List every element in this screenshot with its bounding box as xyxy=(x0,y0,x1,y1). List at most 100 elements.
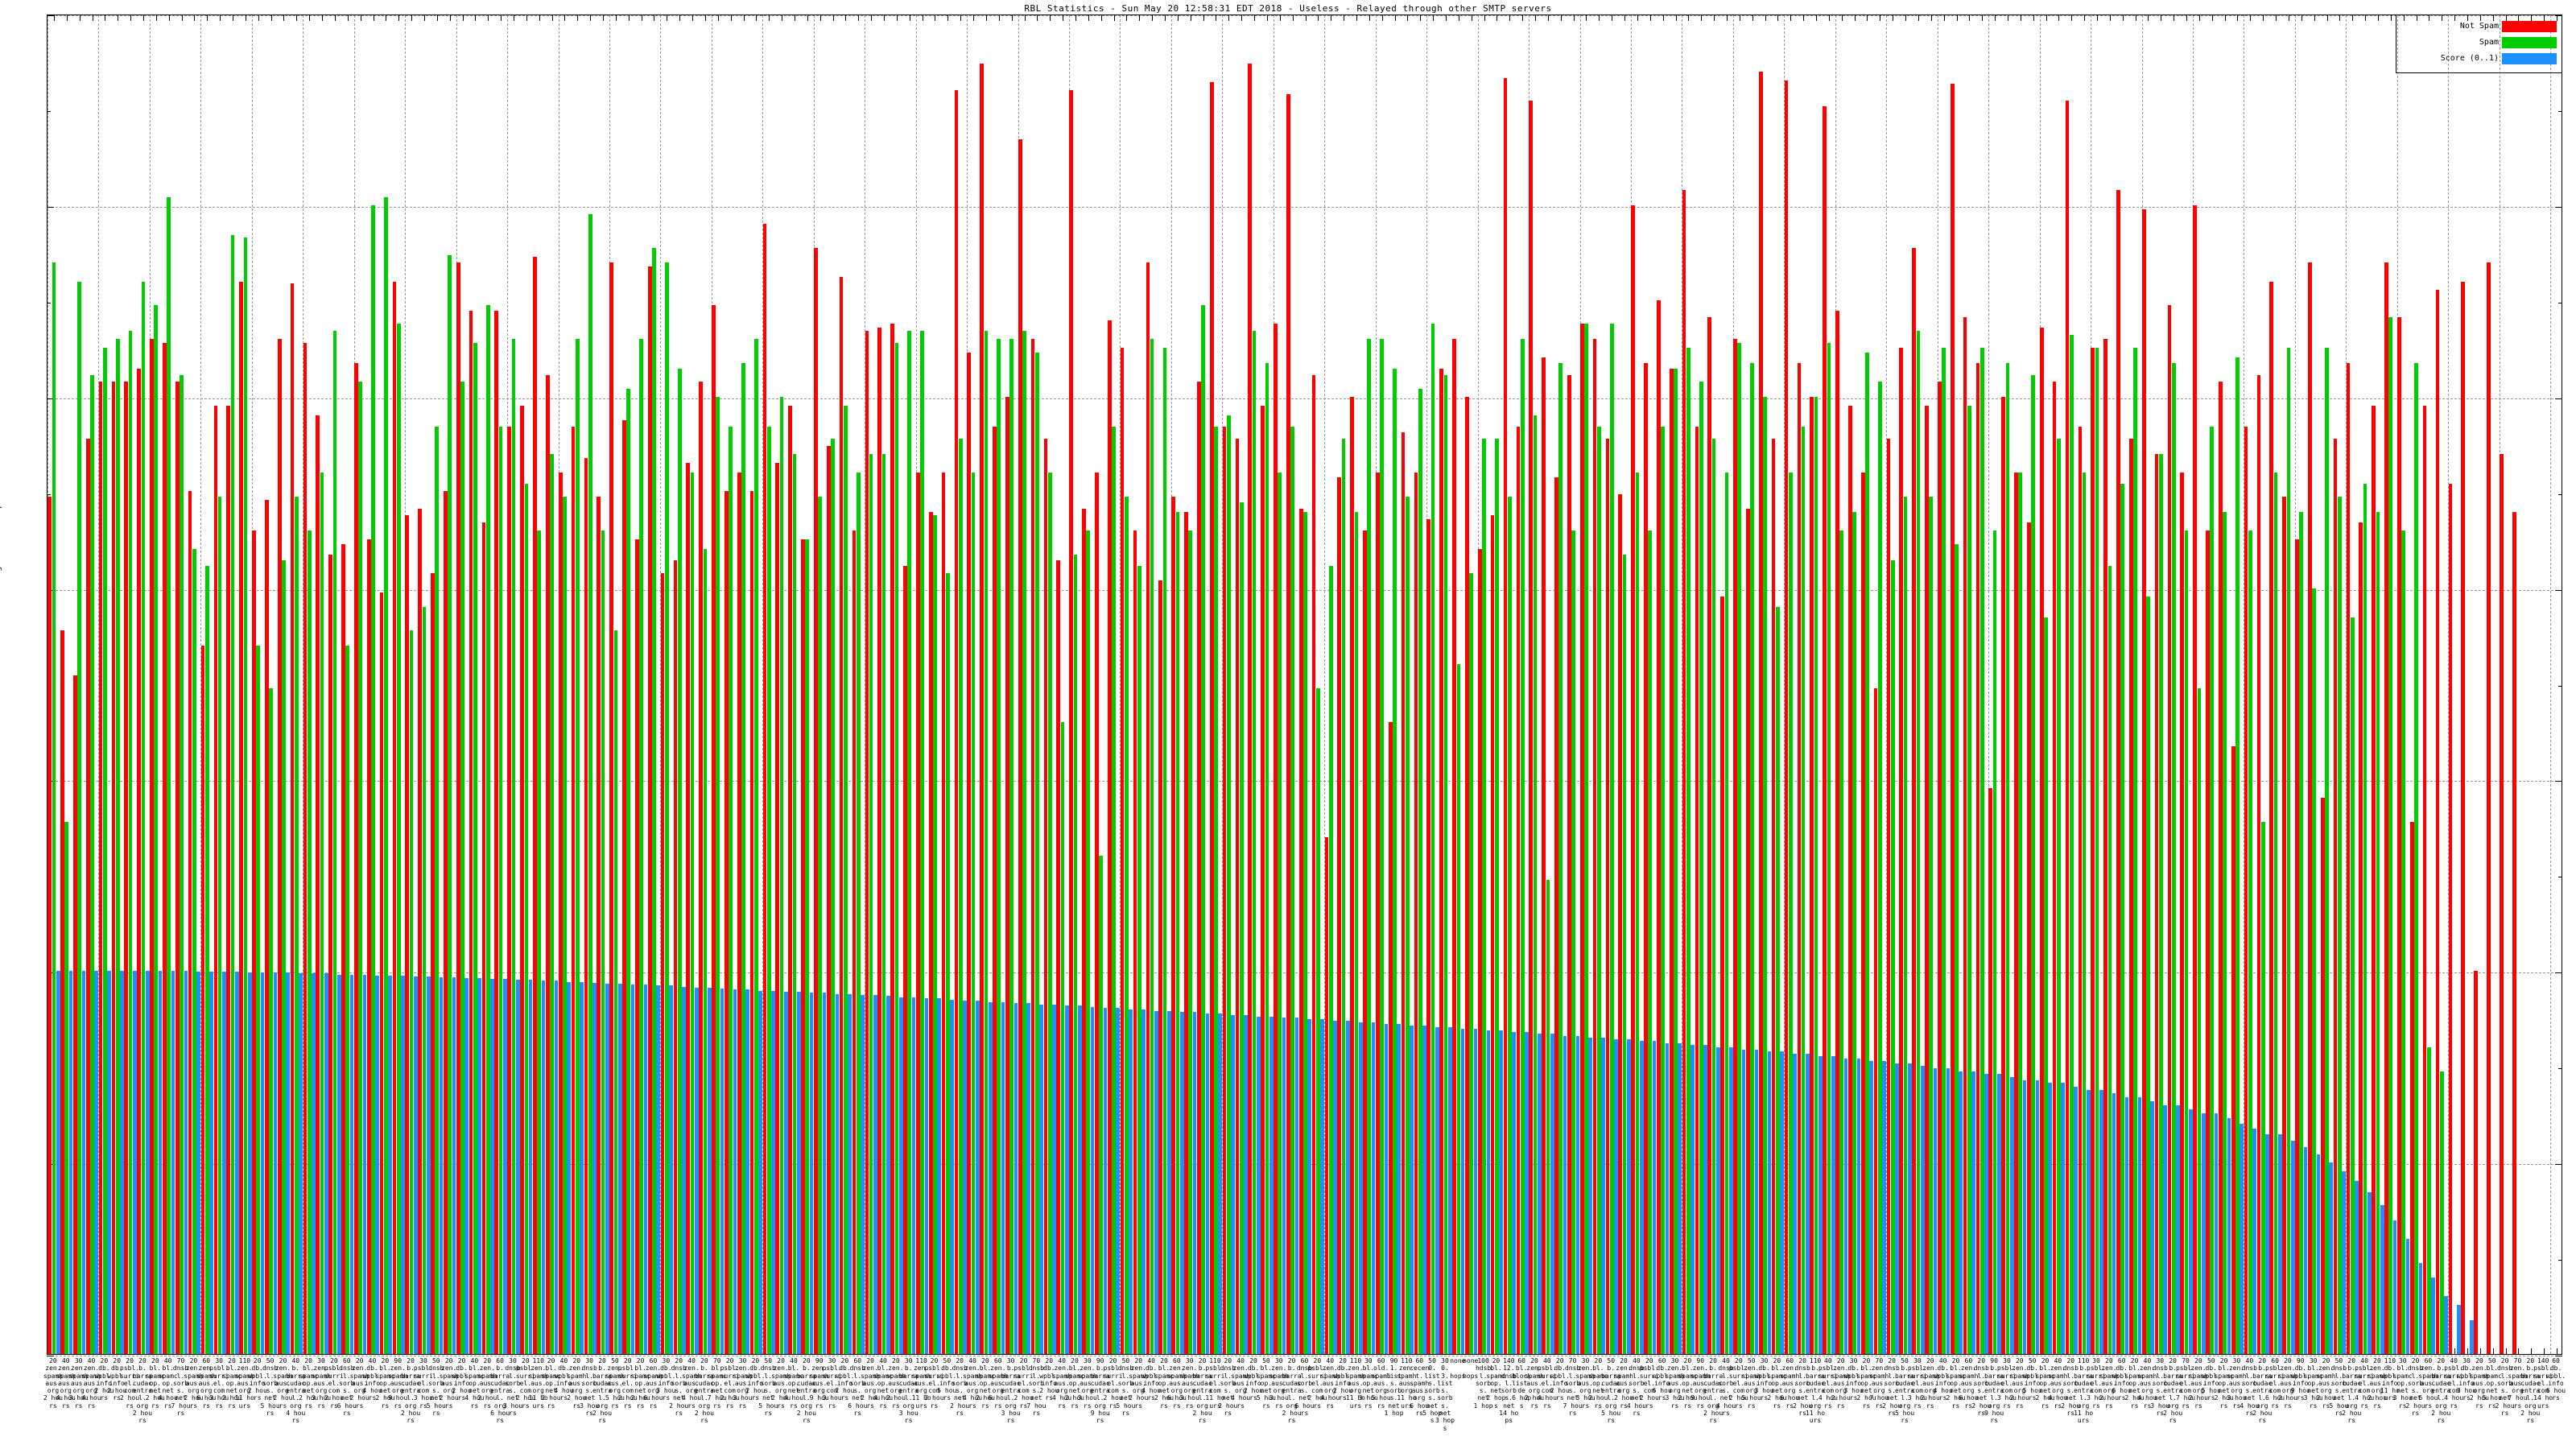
bar-notspam[interactable] xyxy=(699,381,703,1354)
bar-group[interactable] xyxy=(941,15,954,1354)
bar-score[interactable] xyxy=(617,983,622,1354)
bar-spam[interactable] xyxy=(485,305,490,1354)
bar-score[interactable] xyxy=(1512,1032,1516,1354)
bar-group[interactable] xyxy=(188,15,201,1354)
bar-score[interactable] xyxy=(1716,1046,1720,1354)
bar-spam[interactable] xyxy=(1430,324,1435,1354)
bar-score[interactable] xyxy=(1231,1014,1235,1354)
bar-score[interactable] xyxy=(1179,1012,1184,1354)
bar-group[interactable] xyxy=(2103,15,2116,1354)
bar-spam[interactable] xyxy=(1252,331,1257,1354)
bar-score[interactable] xyxy=(1627,1039,1631,1354)
bar-spam[interactable] xyxy=(332,331,337,1354)
bar-notspam[interactable] xyxy=(1056,559,1061,1354)
bar-notspam[interactable] xyxy=(252,530,256,1354)
bar-group[interactable] xyxy=(2435,15,2448,1354)
bar-notspam[interactable] xyxy=(1925,405,1929,1354)
bar-score[interactable] xyxy=(1422,1025,1426,1354)
bar-group[interactable] xyxy=(597,15,609,1354)
bar-score[interactable] xyxy=(771,990,775,1354)
bar-score[interactable] xyxy=(286,972,291,1354)
bar-score[interactable] xyxy=(1920,1066,1925,1354)
bar-group[interactable] xyxy=(1657,15,1670,1354)
bar-score[interactable] xyxy=(2303,1147,2308,1354)
bar-group[interactable] xyxy=(839,15,852,1354)
bar-group[interactable] xyxy=(1771,15,1785,1354)
bar-spam[interactable] xyxy=(907,331,912,1354)
bar-group[interactable] xyxy=(1133,15,1146,1354)
bar-notspam[interactable] xyxy=(788,405,793,1354)
bar-group[interactable] xyxy=(2512,15,2525,1354)
bar-group[interactable] xyxy=(2014,15,2027,1354)
bar-group[interactable] xyxy=(1963,15,1975,1354)
bar-score[interactable] xyxy=(1601,1037,1605,1354)
bar-group[interactable] xyxy=(2052,15,2066,1354)
bar-spam[interactable] xyxy=(1967,405,1971,1354)
bar-spam[interactable] xyxy=(2082,473,2087,1354)
bar-spam[interactable] xyxy=(945,572,950,1354)
bar-spam[interactable] xyxy=(1099,856,1104,1354)
bar-group[interactable] xyxy=(2167,15,2180,1354)
bar-spam[interactable] xyxy=(2388,317,2393,1354)
bar-group[interactable] xyxy=(890,15,903,1354)
bar-notspam[interactable] xyxy=(264,499,269,1354)
bar-group[interactable] xyxy=(1107,15,1121,1354)
bar-group[interactable] xyxy=(1554,15,1567,1354)
bar-group[interactable] xyxy=(1146,15,1158,1354)
bar-score[interactable] xyxy=(1039,1004,1043,1354)
bar-group[interactable] xyxy=(622,15,635,1354)
bar-spam[interactable] xyxy=(1622,554,1627,1354)
bar-spam[interactable] xyxy=(1443,374,1448,1354)
bar-notspam[interactable] xyxy=(890,324,894,1354)
bar-spam[interactable] xyxy=(1009,339,1013,1354)
bar-spam[interactable] xyxy=(933,515,937,1354)
bar-notspam[interactable] xyxy=(1618,493,1623,1354)
bar-group[interactable] xyxy=(469,15,482,1354)
bar-notspam[interactable] xyxy=(1209,81,1214,1354)
bar-spam[interactable] xyxy=(1367,339,1372,1354)
bar-notspam[interactable] xyxy=(634,539,639,1354)
bar-spam[interactable] xyxy=(2350,617,2355,1354)
bar-group[interactable] xyxy=(2550,15,2563,1354)
bar-group[interactable] xyxy=(2141,15,2155,1354)
bar-notspam[interactable] xyxy=(673,559,678,1354)
bar-spam[interactable] xyxy=(690,473,695,1354)
bar-group[interactable] xyxy=(1209,15,1223,1354)
bar-notspam[interactable] xyxy=(2256,374,2261,1354)
bar-group[interactable] xyxy=(1490,15,1504,1354)
bar-spam[interactable] xyxy=(2414,362,2418,1354)
bar-notspam[interactable] xyxy=(2193,204,2197,1354)
bar-score[interactable] xyxy=(94,971,99,1354)
bar-score[interactable] xyxy=(2074,1086,2078,1354)
bar-spam[interactable] xyxy=(2248,530,2252,1354)
bar-score[interactable] xyxy=(2124,1096,2129,1354)
bar-spam[interactable] xyxy=(1341,439,1346,1354)
bar-notspam[interactable] xyxy=(2448,484,2453,1354)
bar-group[interactable] xyxy=(1925,15,1938,1354)
bar-group[interactable] xyxy=(1567,15,1580,1354)
bar-spam[interactable] xyxy=(2044,617,2048,1354)
bar-notspam[interactable] xyxy=(2512,511,2516,1354)
bar-spam[interactable] xyxy=(1877,381,1882,1354)
bar-score[interactable] xyxy=(1052,1004,1056,1354)
bar-group[interactable] xyxy=(1363,15,1376,1354)
bar-score[interactable] xyxy=(1129,1009,1133,1354)
bar-score[interactable] xyxy=(1294,1018,1299,1354)
bar-notspam[interactable] xyxy=(1030,339,1035,1354)
bar-notspam[interactable] xyxy=(647,266,652,1354)
bar-score[interactable] xyxy=(133,971,137,1354)
bar-spam[interactable] xyxy=(1533,415,1538,1354)
bar-score[interactable] xyxy=(1537,1034,1542,1354)
bar-spam[interactable] xyxy=(1406,497,1410,1354)
bar-score[interactable] xyxy=(1346,1021,1350,1354)
bar-spam[interactable] xyxy=(1328,566,1333,1354)
bar-spam[interactable] xyxy=(613,630,618,1354)
bar-spam[interactable] xyxy=(1060,721,1065,1354)
bar-score[interactable] xyxy=(1563,1035,1567,1354)
bar-score[interactable] xyxy=(388,975,392,1354)
bar-notspam[interactable] xyxy=(1222,426,1227,1354)
bar-notspam[interactable] xyxy=(469,311,473,1354)
bar-notspam[interactable] xyxy=(137,368,142,1354)
bar-score[interactable] xyxy=(886,996,890,1354)
bar-score[interactable] xyxy=(273,972,278,1354)
